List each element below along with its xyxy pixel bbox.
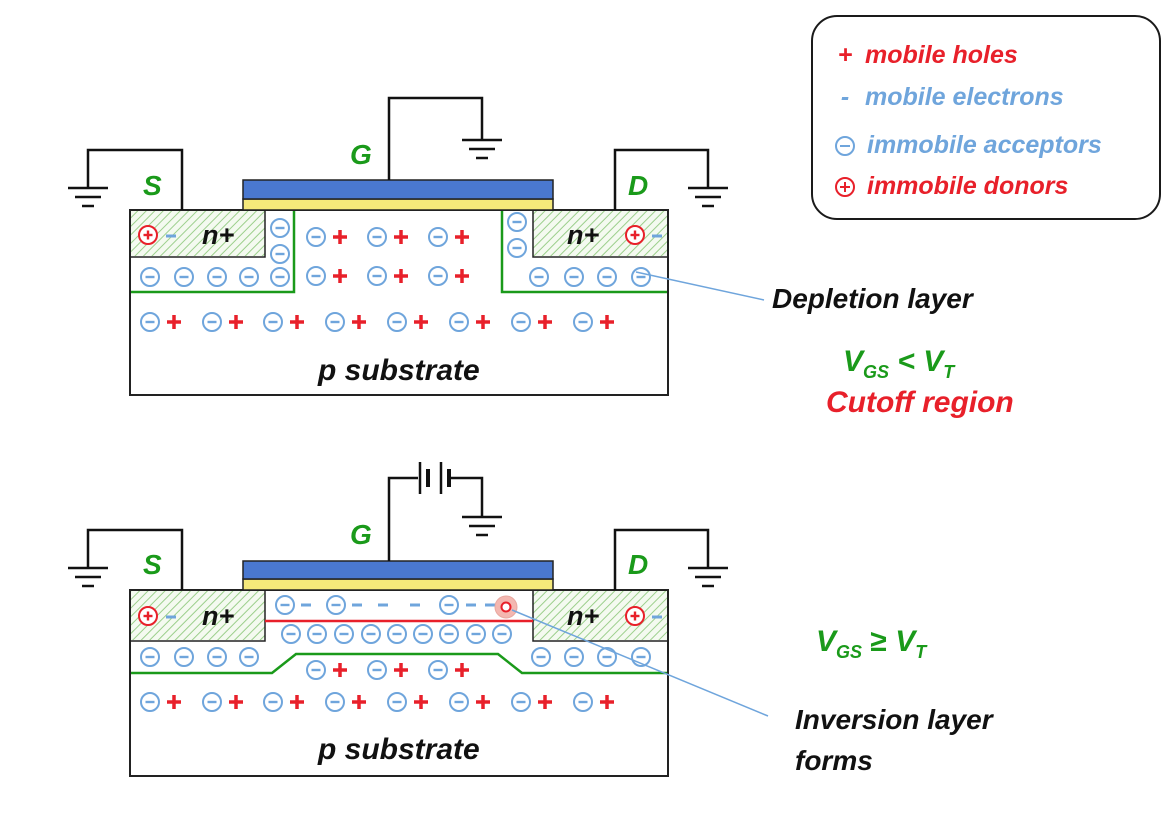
legend-mobile-electrons: - mobile electrons [835,83,1064,112]
inversion-layer-label: Inversion layer [795,704,993,735]
top-depletion-boundary-right [500,211,667,294]
inversion-forms-label: forms [795,745,873,776]
depletion-layer-label: Depletion layer [772,283,973,314]
top-gate-metal [242,179,554,200]
bottom-gate-wire [387,476,484,561]
electron-symbol: - [840,83,850,111]
top-condition: VGS < VT [843,345,954,383]
top-n-plus-left-label: n+ [202,220,235,250]
bottom-mosfet [66,462,769,777]
bottom-gate-oxide [242,578,554,591]
bottom-gate-label: G [350,519,372,550]
bottom-cond-op: ≥ [870,625,887,658]
bottom-n-plus-right-label: n+ [567,601,600,631]
bottom-substrate-label: p substrate [318,733,480,766]
bottom-depletion-boundary [131,652,667,675]
legend-immobile-donors-label: immobile donors [867,172,1069,200]
top-cond-sub2: T [943,362,955,382]
top-donor-right [624,224,646,246]
legend-immobile-acceptors: immobile acceptors [835,131,1102,160]
battery-icon [418,462,451,494]
bottom-source-wire [86,528,184,590]
bottom-cond-v2: V [895,625,916,658]
top-gate-wire [387,96,484,180]
acceptor-icon [835,136,855,157]
top-n-plus-drain-region [533,211,667,256]
top-gate-oxide [242,198,554,211]
top-depletion-boundary-left [131,211,296,294]
top-gate-label: G [350,139,372,170]
bottom-cond-sub1: GS [836,642,863,662]
top-donor-left [137,224,159,246]
legend-mobile-electrons-label: mobile electrons [865,83,1064,111]
legend-immobile-acceptors-label: immobile acceptors [867,131,1102,159]
hole-symbol: + [837,41,853,69]
top-cond-op: < [897,345,915,378]
cursor-highlight [494,595,518,619]
top-drain-wire [613,148,710,210]
bottom-source-label: S [143,549,162,580]
bottom-n-plus-left-label: n+ [202,601,235,631]
donor-icon [835,177,855,198]
bottom-condition: VGS ≥ VT [816,625,926,663]
bottom-drain-label: D [628,549,649,580]
cutoff-region-label: Cutoff region [826,386,1014,419]
top-cond-v1: V [843,345,864,378]
top-source-label: S [143,170,162,201]
bottom-gate-metal [242,560,554,580]
bottom-cond-sub2: T [915,642,927,662]
top-callout-line [635,271,765,301]
top-source-wire [86,148,184,210]
bottom-drain-wire [613,528,710,590]
top-drain-label: D [628,170,649,201]
top-cond-sub1: GS [863,362,890,382]
bottom-cond-v1: V [816,625,837,658]
legend-immobile-donors: immobile donors [835,172,1068,201]
bottom-n-plus-drain-region [533,591,667,640]
top-mosfet [66,96,765,396]
legend: + mobile holes - mobile electrons immobile… [811,15,1161,220]
legend-mobile-holes-label: mobile holes [865,41,1018,69]
top-n-plus-right-label: n+ [567,220,600,250]
bottom-callout-line [511,609,769,717]
top-cond-v2: V [923,345,944,378]
legend-mobile-holes: + mobile holes [835,41,1018,70]
top-substrate-label: p substrate [318,354,480,387]
